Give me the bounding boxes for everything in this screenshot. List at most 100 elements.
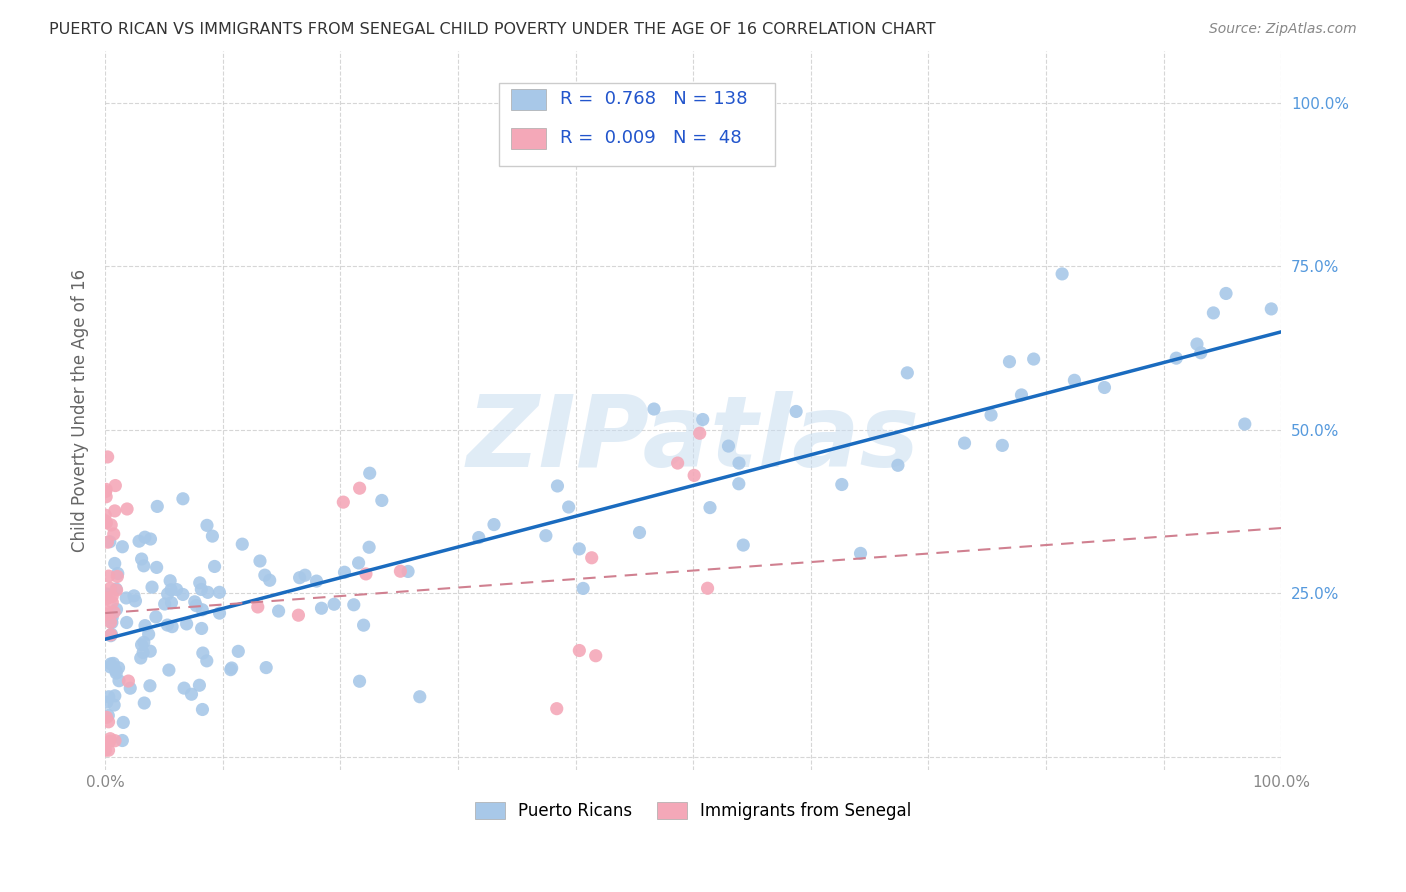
Point (288, 571, 311, 585)
Point (128, 534, 150, 549)
Point (100, 627, 122, 641)
Point (180, 687, 202, 701)
Point (343, 598, 366, 612)
Text: ZIPatlas: ZIPatlas (467, 391, 920, 488)
Point (699, 500, 721, 515)
Point (176, 616, 198, 631)
Point (98, 582, 121, 596)
Point (581, 550, 603, 565)
Point (1260, 301, 1282, 316)
Point (172, 491, 194, 506)
Point (727, 476, 749, 491)
Point (112, 715, 135, 730)
Point (101, 610, 124, 624)
Point (97, 714, 120, 729)
Legend: Puerto Ricans, Immigrants from Senegal: Puerto Ricans, Immigrants from Senegal (468, 795, 918, 826)
Point (115, 502, 138, 516)
Point (188, 575, 211, 590)
Point (226, 644, 249, 658)
Point (208, 585, 231, 599)
Point (733, 538, 755, 552)
Text: PUERTO RICAN VS IMMIGRANTS FROM SENEGAL CHILD POVERTY UNDER THE AGE OF 16 CORREL: PUERTO RICAN VS IMMIGRANTS FROM SENEGAL … (49, 22, 936, 37)
Point (254, 660, 277, 674)
FancyBboxPatch shape (510, 128, 546, 149)
Point (267, 604, 290, 618)
Point (1011, 388, 1033, 402)
Point (692, 412, 714, 426)
Point (568, 541, 591, 556)
Point (1063, 373, 1085, 387)
Point (115, 591, 138, 605)
Point (311, 601, 333, 615)
Point (101, 595, 124, 609)
Point (131, 638, 153, 652)
Point (190, 622, 212, 636)
Point (1050, 267, 1073, 281)
Point (105, 583, 128, 598)
Point (219, 663, 242, 677)
Point (97, 450, 120, 464)
Point (347, 556, 370, 570)
Point (1215, 286, 1237, 301)
Point (156, 618, 179, 632)
Point (546, 701, 568, 715)
Point (139, 532, 162, 546)
Point (96, 710, 118, 724)
Point (103, 698, 125, 712)
Point (333, 566, 356, 580)
Point (111, 733, 134, 747)
Point (104, 557, 127, 571)
Point (689, 426, 711, 441)
Point (259, 574, 281, 588)
Point (97, 708, 120, 723)
Point (728, 456, 751, 470)
Point (468, 531, 491, 545)
Point (105, 666, 128, 681)
Point (107, 566, 129, 581)
Point (195, 654, 218, 668)
Point (159, 574, 181, 588)
Point (849, 546, 872, 560)
Point (104, 733, 127, 747)
Point (146, 500, 169, 514)
Point (98, 534, 121, 549)
Point (696, 581, 718, 595)
Point (534, 529, 557, 543)
Point (96, 587, 118, 601)
Point (120, 681, 142, 696)
Point (585, 648, 607, 663)
Point (359, 541, 381, 555)
Point (117, 674, 139, 689)
Point (191, 603, 214, 617)
Point (94, 483, 117, 497)
Point (156, 587, 179, 601)
Point (100, 615, 122, 630)
Point (195, 518, 218, 533)
Point (105, 582, 128, 596)
Point (546, 479, 568, 493)
Point (572, 582, 595, 596)
Point (998, 354, 1021, 368)
Point (1202, 306, 1225, 320)
Point (332, 495, 354, 509)
Point (101, 590, 124, 604)
Point (349, 481, 371, 495)
Point (96, 607, 118, 621)
Point (97, 690, 120, 704)
Point (172, 587, 194, 601)
Point (108, 673, 131, 688)
Point (221, 661, 243, 675)
Point (643, 402, 665, 417)
Point (96, 605, 118, 619)
Point (1189, 345, 1212, 359)
Point (145, 610, 167, 624)
Point (1094, 380, 1116, 394)
Point (134, 530, 156, 544)
Point (104, 689, 127, 703)
Point (184, 595, 207, 609)
Point (103, 605, 125, 619)
Point (389, 564, 412, 578)
Point (98, 660, 121, 674)
Point (94, 484, 117, 499)
Point (354, 566, 377, 581)
